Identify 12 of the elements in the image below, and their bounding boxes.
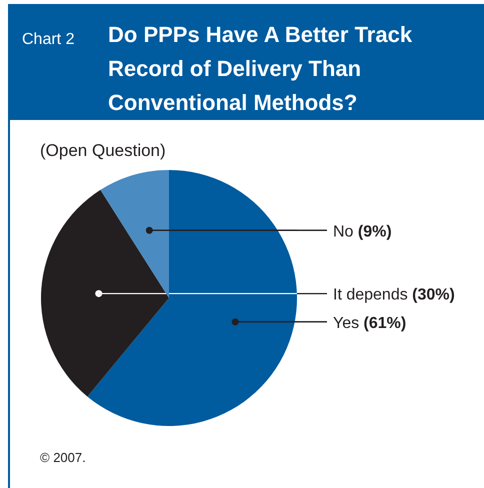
data-label: (30%) [408,286,455,304]
data-label: (61%) [359,314,406,332]
chart-title: Do PPPs Have A Better Track Record of Delivery Than Conventional Methods? [108,22,413,115]
pie-slice [100,170,169,298]
legend-label: It depends [333,286,408,304]
data-label: (9%) [353,223,392,240]
slice-label: No [333,223,354,240]
pie-slice [41,190,169,397]
caption: Chart 2 [22,31,75,48]
text: © 2007. [40,450,86,465]
slice-label: Yes [333,314,360,332]
chart-subtitle: (Open Question) [40,141,166,160]
